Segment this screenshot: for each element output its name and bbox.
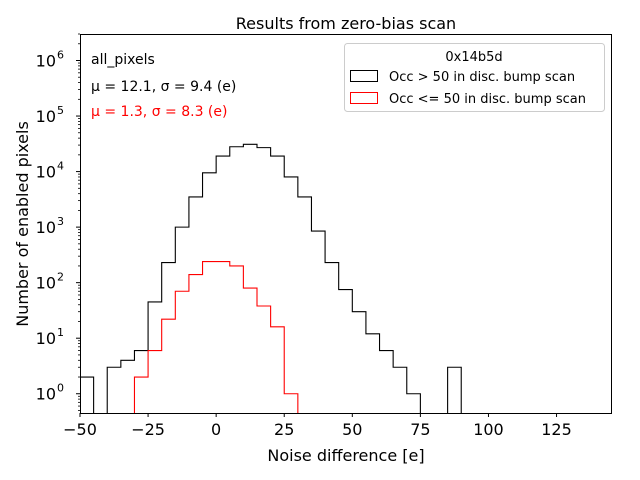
x-tick-label: 0: [211, 420, 221, 439]
y-tick-exponent: 4: [57, 160, 64, 173]
legend-label-occ-low: Occ <= 50 in disc. bump scan: [389, 92, 586, 107]
y-tick-exponent: 0: [57, 382, 64, 395]
x-tick-label: 75: [410, 420, 430, 439]
y-tick-exponent: 3: [57, 215, 64, 228]
chart-title: Results from zero-bias scan: [236, 14, 456, 33]
y-tick-label: 10: [36, 51, 56, 70]
legend-swatch-occ-low: [350, 92, 378, 104]
x-tick-label: −50: [63, 420, 97, 439]
y-tick-exponent: 1: [57, 326, 64, 339]
legend-box: [344, 43, 605, 112]
y-tick-exponent: 2: [57, 271, 64, 284]
y-tick-exponent: 5: [57, 104, 64, 117]
y-tick-label: 10: [36, 329, 56, 348]
histogram-series-occ-high: [80, 143, 462, 413]
y-tick-label: 10: [36, 218, 56, 237]
y-tick-label: 10: [36, 107, 56, 126]
x-axis-label: Noise difference [e]: [267, 446, 424, 465]
x-tick-label: 25: [274, 420, 294, 439]
plot-area: [80, 143, 462, 413]
y-tick-exponent: 6: [57, 48, 64, 61]
x-tick-label: −25: [131, 420, 165, 439]
x-tick-label: 100: [473, 420, 504, 439]
y-tick-label: 10: [36, 163, 56, 182]
x-axis: −50 −25 0 25 50 75 100 125: [63, 413, 572, 439]
y-tick-label: 10: [36, 274, 56, 293]
y-axis-label: Number of enabled pixels: [13, 121, 32, 327]
legend-swatch-occ-high: [350, 70, 378, 82]
legend-label-occ-high: Occ > 50 in disc. bump scan: [389, 70, 575, 85]
legend: 0x14b5d Occ > 50 in disc. bump scan Occ …: [344, 43, 605, 112]
annotation-red-stats: μ = 1.3, σ = 8.3 (e): [91, 104, 227, 120]
legend-title: 0x14b5d: [445, 50, 502, 65]
x-tick-label: 125: [541, 420, 572, 439]
y-tick-label: 10: [36, 385, 56, 404]
x-tick-label: 50: [342, 420, 362, 439]
plot-frame: [80, 34, 612, 414]
histogram-series-occ-low: [133, 260, 299, 413]
annotation-black-stats: μ = 12.1, σ = 9.4 (e): [91, 79, 236, 95]
annotation-group-name: all_pixels: [91, 52, 155, 68]
